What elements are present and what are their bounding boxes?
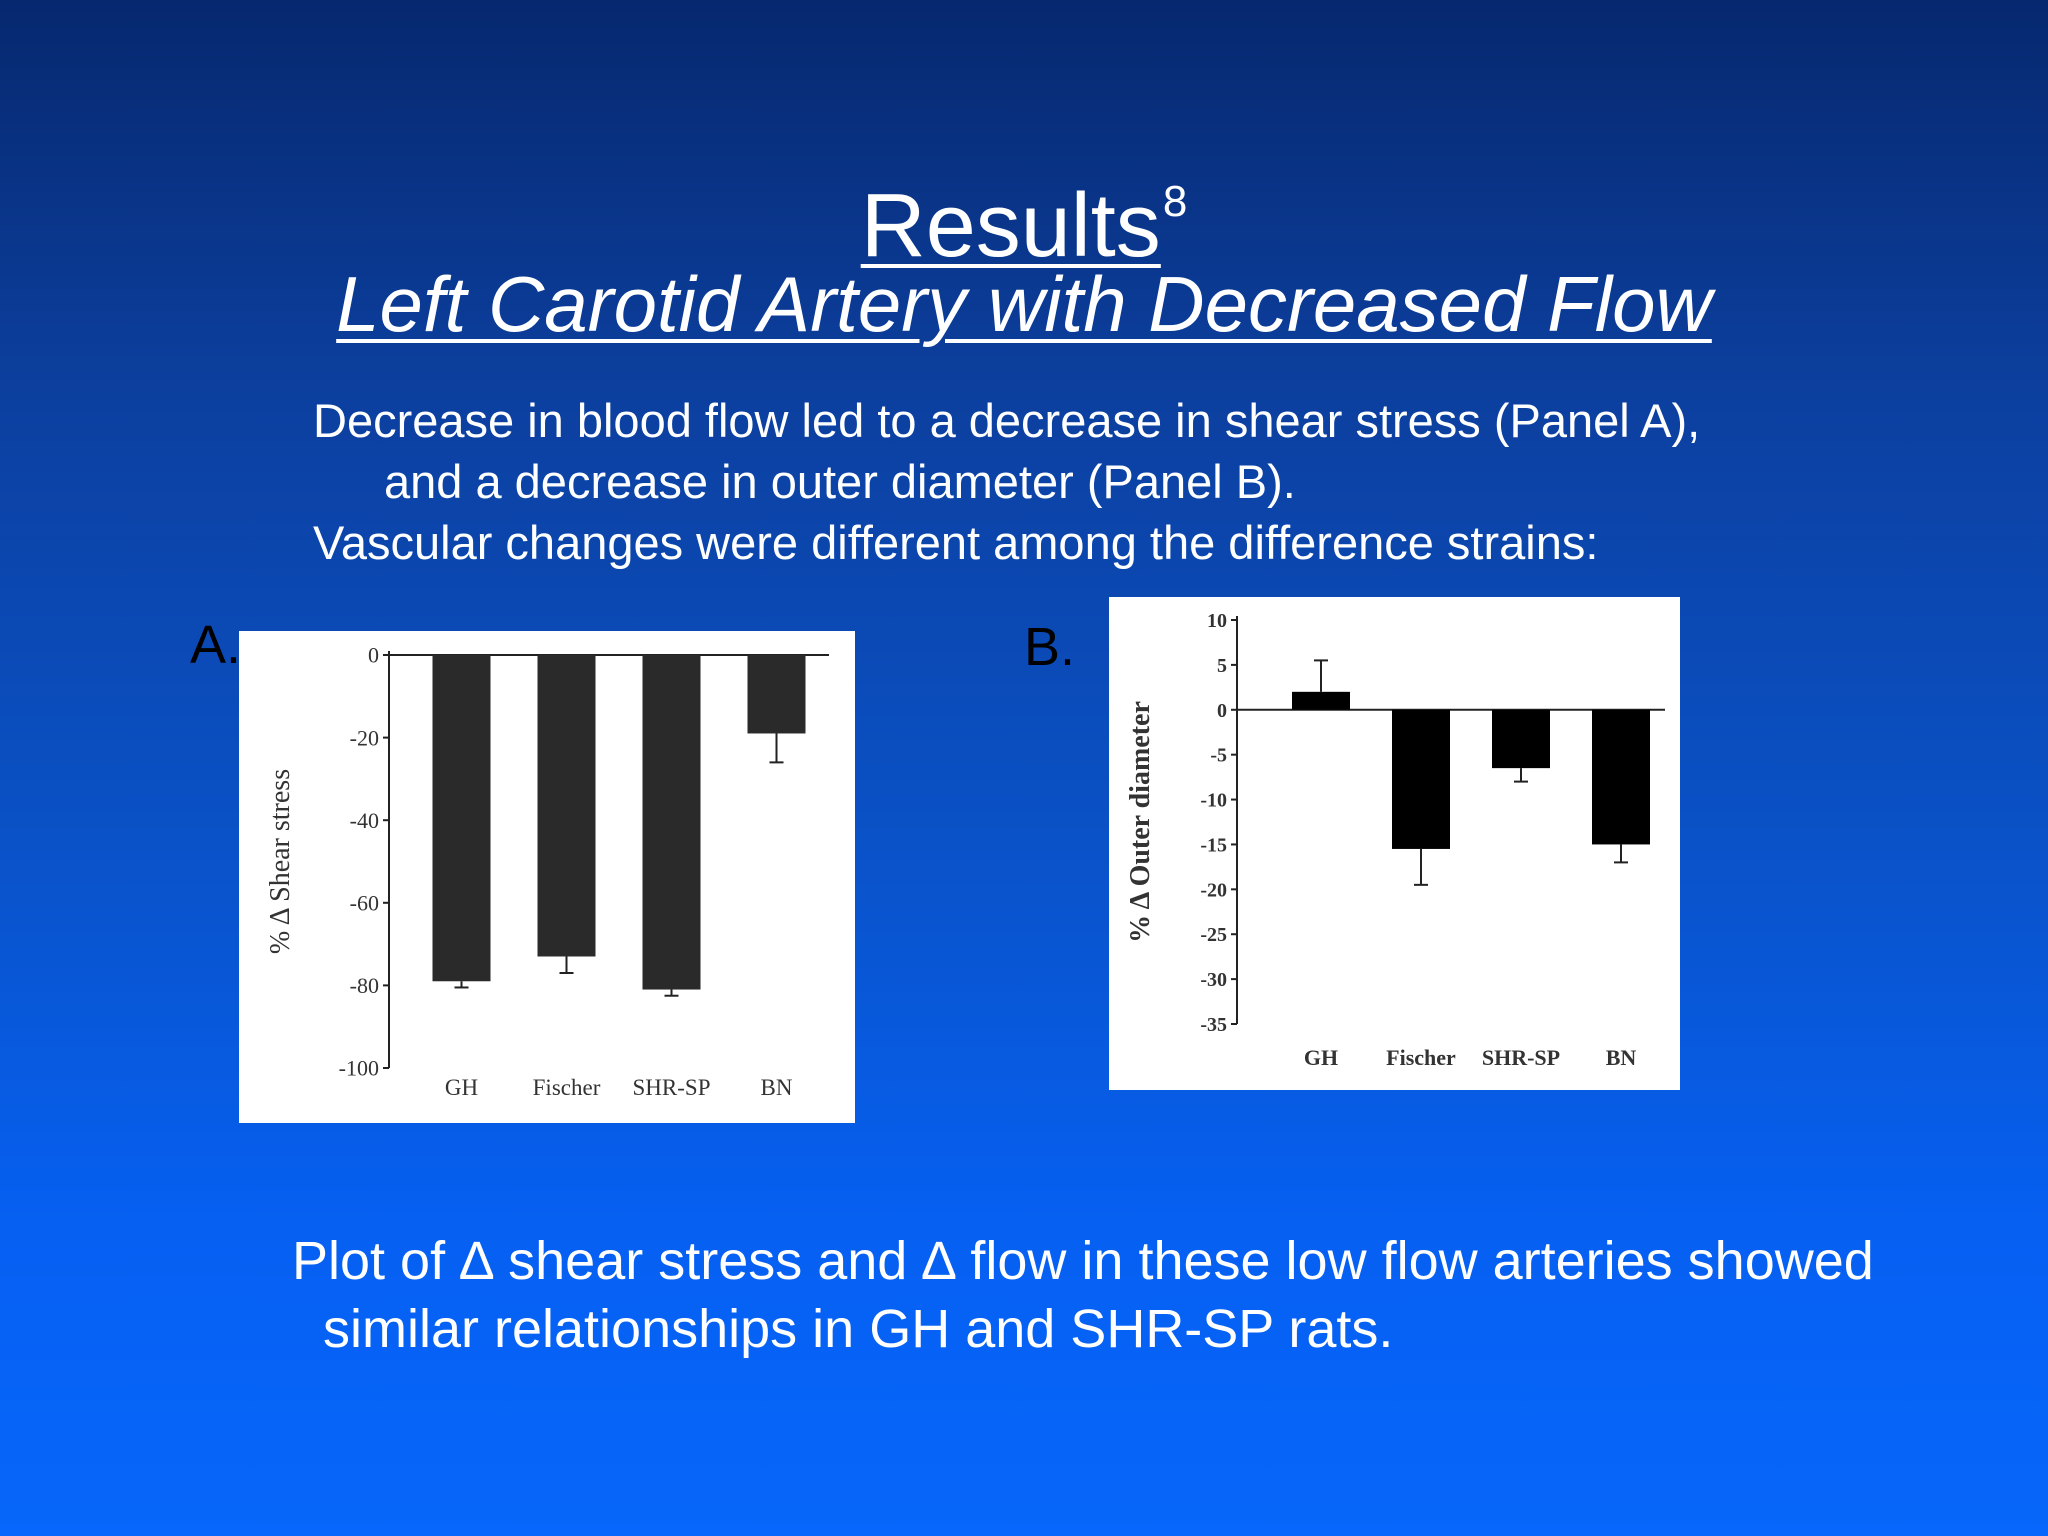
bar-gh <box>1292 691 1350 710</box>
y-tick-label: -20 <box>350 725 379 750</box>
y-tick-label: -20 <box>1200 879 1227 901</box>
x-category-label: SHR-SP <box>633 1075 711 1100</box>
slide-title-text: Results <box>860 176 1161 276</box>
bar-fischer <box>1392 709 1450 849</box>
y-tick-label: -30 <box>1200 969 1227 991</box>
bar-gh <box>432 655 491 982</box>
bar-bn <box>747 655 806 734</box>
panel-b-chart: 10 5 0 -5 -10 -15 -20 -25 -30 -35 GH Fischer SHR-SP B… <box>1109 597 1680 1090</box>
bar-shr-sp <box>642 655 701 990</box>
bar-shr-sp <box>1492 709 1550 769</box>
x-category-label: BN <box>1606 1045 1637 1070</box>
summary-line-2: similar relationships in GH and SHR-SP r… <box>323 1299 1394 1359</box>
paragraph-line-2: and a decrease in outer diameter (Panel … <box>384 455 1296 508</box>
paragraph-line-3: Vascular changes were different among th… <box>313 516 1599 569</box>
paragraph-line-1: Decrease in blood flow led to a decrease… <box>313 394 1701 447</box>
panel-a-chart: 0 -20 -40 -60 -80 -100 GH Fischer SHR-SP BN % Δ Sh… <box>239 631 855 1123</box>
shear-stress-chart: 0 -20 -40 -60 -80 -100 GH Fischer SHR-SP BN % Δ Sh… <box>265 643 829 1100</box>
x-category-label: GH <box>445 1075 478 1100</box>
y-tick-label: -60 <box>350 891 379 916</box>
summary-line-1: Plot of ∆ shear stress and ∆ flow in the… <box>292 1231 1874 1291</box>
title-footnote: 8 <box>1162 177 1188 226</box>
y-tick-label: 0 <box>1217 700 1227 722</box>
y-tick-label: 10 <box>1207 610 1227 632</box>
y-tick-label: 5 <box>1217 655 1227 677</box>
outer-diameter-chart: 10 5 0 -5 -10 -15 -20 -25 -30 -35 GH Fischer SHR-SP B… <box>1125 610 1665 1070</box>
x-category-label: GH <box>1304 1045 1338 1070</box>
slide-subtitle: Left Carotid Artery with Decreased Flow <box>336 260 1712 348</box>
y-tick-label: -40 <box>350 808 379 833</box>
y-tick-label: 0 <box>368 643 379 668</box>
y-tick-label: -100 <box>339 1056 379 1081</box>
y-tick-label: -25 <box>1200 924 1227 946</box>
y-tick-label: -35 <box>1200 1014 1227 1036</box>
y-tick-label: -80 <box>350 973 379 998</box>
y-axis-label: % Δ Shear stress <box>265 769 296 954</box>
y-tick-label: -5 <box>1210 745 1227 767</box>
bar-bn <box>1592 709 1650 845</box>
x-category-label: BN <box>761 1075 793 1100</box>
x-category-label: Fischer <box>533 1075 601 1100</box>
x-category-label: SHR-SP <box>1482 1045 1560 1070</box>
y-tick-label: -15 <box>1200 834 1227 856</box>
y-axis-label: % Δ Outer diameter <box>1125 701 1156 943</box>
y-tick-label: -10 <box>1200 790 1227 812</box>
panel-b-label: B. <box>1024 617 1076 677</box>
bar-fischer <box>537 655 596 957</box>
slide-title: Results8 <box>0 152 2048 276</box>
panel-a-label: A. <box>190 615 242 675</box>
x-category-label: Fischer <box>1386 1045 1456 1070</box>
